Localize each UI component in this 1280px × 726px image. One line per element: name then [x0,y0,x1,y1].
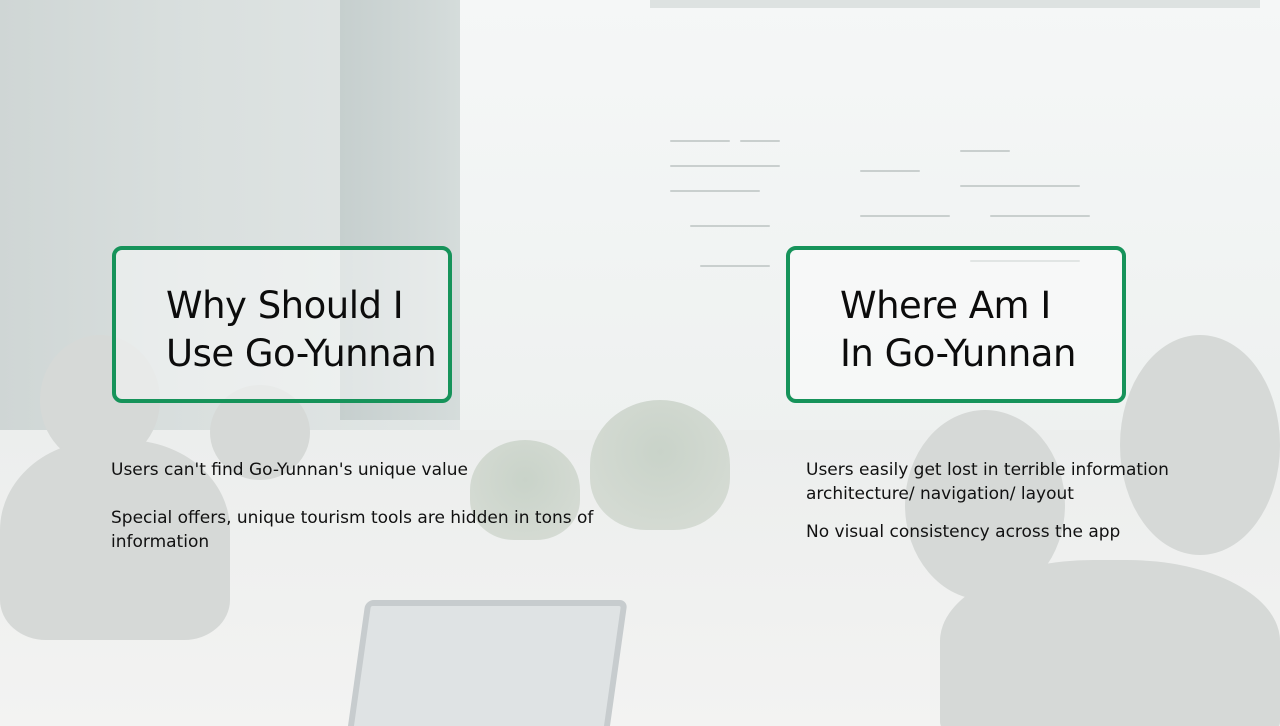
whiteboard-frame [650,0,1260,8]
whiteboard-scribble [740,140,780,142]
why-use-title-line2: Use Go-Yunnan [166,332,437,375]
whiteboard-scribble [670,140,730,142]
whiteboard-scribble [690,225,770,227]
why-use-point: Users can't find Go-Yunnan's unique valu… [111,460,468,480]
why-use-point: Special offers, unique tourism tools are… [111,508,594,552]
whiteboard-scribble [960,150,1010,152]
where-am-i-title-line2: In Go-Yunnan [840,332,1076,375]
where-am-i-title-line1: Where Am I [840,284,1051,327]
whiteboard-scribble [670,190,760,192]
background-person [1120,335,1280,555]
whiteboard-scribble [860,215,950,217]
whiteboard-scribble [670,165,780,167]
why-use-title-line1: Why Should I [166,284,404,327]
why-use-card: Why Should I Use Go-Yunnan [112,246,452,403]
background-plant [470,440,580,540]
whiteboard-scribble [970,260,1080,262]
whiteboard-scribble [860,170,920,172]
why-use-title: Why Should I Use Go-Yunnan [166,282,437,378]
whiteboard-scribble [960,185,1080,187]
background-laptop [344,600,628,726]
where-am-i-point: No visual consistency across the app [806,522,1121,542]
background-person [940,560,1280,726]
background-pillar [340,0,460,420]
background-plant [590,400,730,530]
whiteboard-scribble [990,215,1090,217]
background-person [0,440,230,640]
why-use-points: Users can't find Go-Yunnan's unique valu… [111,458,601,554]
where-am-i-points: Users easily get lost in terrible inform… [806,458,1206,544]
where-am-i-point: Users easily get lost in terrible inform… [806,460,1169,504]
where-am-i-title: Where Am I In Go-Yunnan [840,282,1076,378]
whiteboard-scribble [700,265,770,267]
where-am-i-card: Where Am I In Go-Yunnan [786,246,1126,403]
